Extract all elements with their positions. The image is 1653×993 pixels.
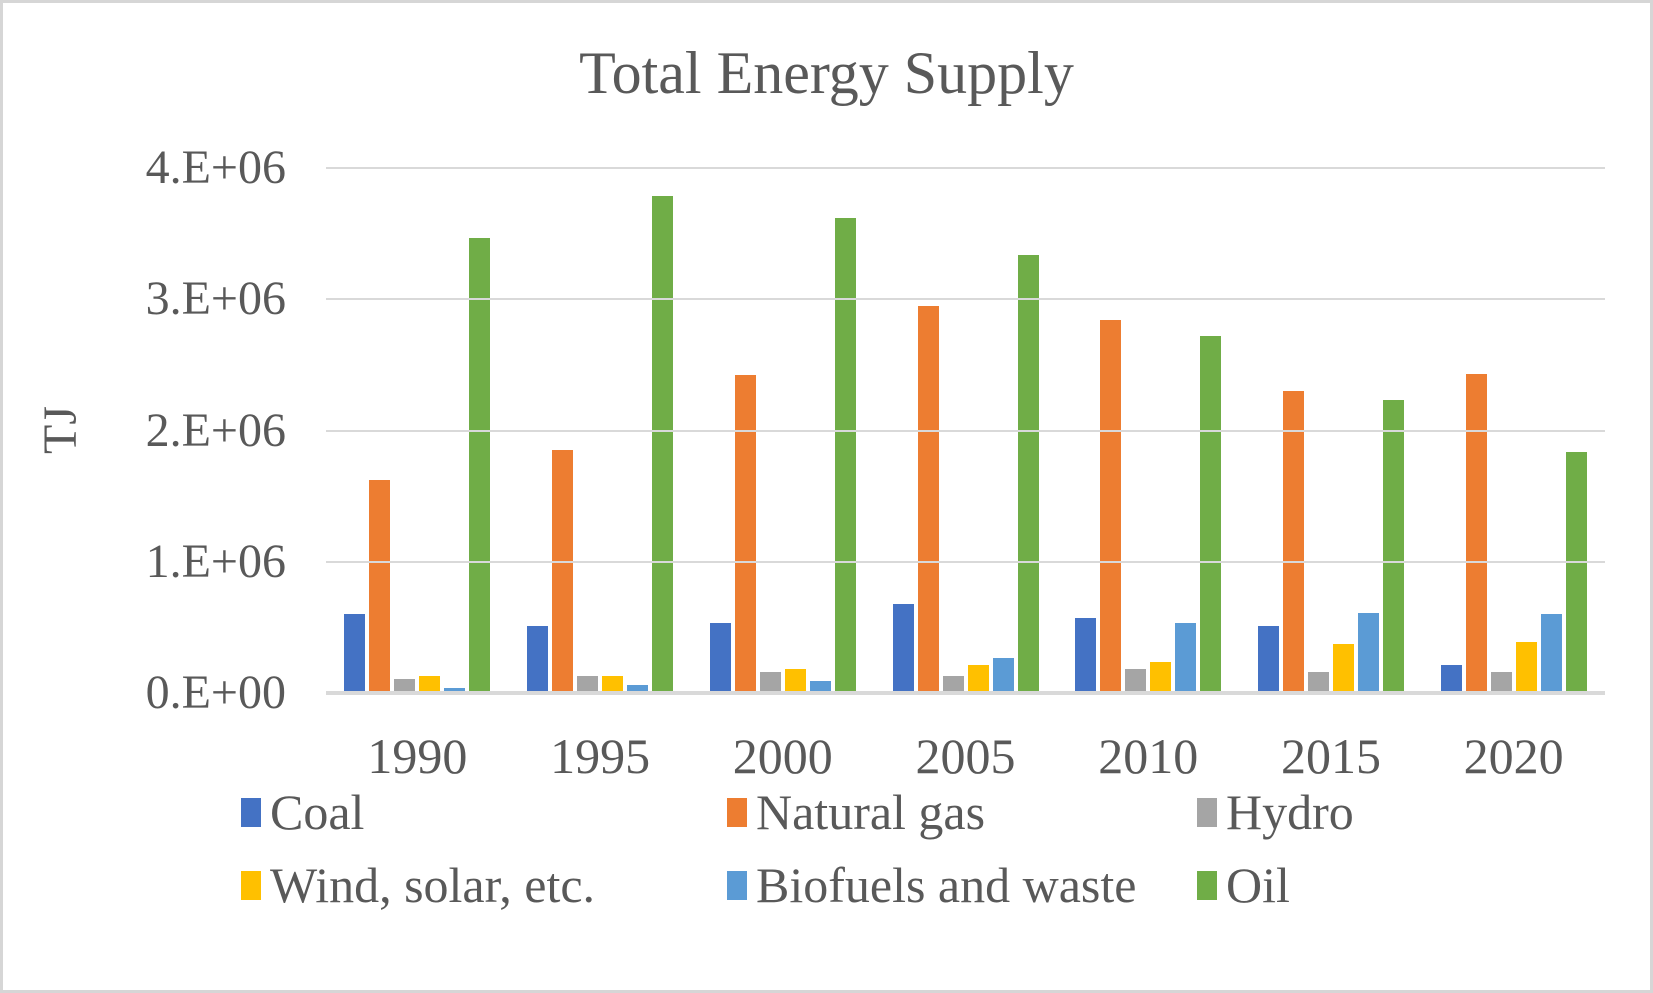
x-tick-label-1995: 1995 [550,728,651,784]
bar-wind-solar-etc-2010 [1150,661,1172,693]
legend-item-hydro: Hydro [1197,784,1354,840]
bar-natural-gas-1995 [552,450,574,693]
gridline [326,167,1605,169]
bar-biofuels-and-waste-2010 [1175,623,1197,693]
bar-natural-gas-2010 [1100,320,1122,693]
plot-area [326,167,1605,695]
legend-swatch-biofuels-and-waste [727,870,747,900]
legend-label-oil: Oil [1226,857,1290,913]
y-tick-label-1-e-06: 1.E+06 [145,534,286,588]
x-tick-label-2000: 2000 [732,728,833,784]
bar-natural-gas-2020 [1465,374,1487,693]
bar-groups [326,168,1605,693]
y-tick-label-4-e-06: 4.E+06 [145,141,286,194]
legend-item-oil: Oil [1197,857,1290,913]
x-tick-label-2015: 2015 [1280,728,1381,784]
bar-wind-solar-etc-2005 [967,665,989,693]
bar-hydro-1995 [577,675,599,693]
bar-coal-1995 [527,626,549,693]
bar-hydro-2015 [1307,672,1329,693]
x-tick-label-2010: 2010 [1098,728,1199,784]
bar-oil-2015 [1382,400,1404,693]
bar-coal-2020 [1440,665,1462,693]
legend-item-coal: Coal [241,784,364,840]
x-tick-label-2005: 2005 [915,728,1016,784]
legend-label-biofuels-and-waste: Biofuels and waste [756,857,1137,913]
gridline [326,429,1605,432]
bar-hydro-1990 [394,678,416,693]
bar-group-1995 [509,168,692,693]
bar-group-1990 [326,168,509,693]
bar-group-2015 [1240,168,1423,693]
bar-wind-solar-etc-2000 [784,669,806,693]
bar-natural-gas-2015 [1282,391,1304,693]
legend-item-biofuels-and-waste: Biofuels and waste [727,857,1136,913]
bar-biofuels-and-waste-1990 [444,687,466,693]
bar-wind-solar-etc-1995 [602,675,624,693]
legend-swatch-natural-gas [727,797,747,827]
gridline [326,298,1605,301]
legend-label-coal: Coal [270,784,365,840]
bar-group-2000 [691,168,874,693]
bar-wind-solar-etc-2015 [1332,644,1354,693]
legend-swatch-oil [1197,870,1217,900]
bar-natural-gas-1990 [369,480,391,693]
bar-biofuels-and-waste-1995 [627,685,649,693]
bar-oil-2010 [1200,336,1222,693]
bar-biofuels-and-waste-2015 [1357,612,1379,693]
legend-item-wind-solar-etc: Wind, solar, etc. [241,857,595,913]
bar-group-2020 [1422,168,1605,693]
bar-natural-gas-2000 [734,375,756,693]
bar-group-2005 [874,168,1057,693]
bar-hydro-2005 [942,675,964,693]
legend-swatch-hydro [1197,797,1217,827]
bar-coal-2000 [709,623,731,693]
legend-swatch-wind-solar-etc [241,870,261,900]
bar-biofuels-and-waste-2020 [1540,614,1562,693]
y-tick-label-0-e-00: 0.E+00 [145,666,286,719]
bar-hydro-2010 [1125,669,1147,693]
bar-group-2010 [1057,168,1240,693]
y-tick-label-3-e-06: 3.E+06 [145,272,286,326]
x-axis-labels: 1990 1995 2000 2005 2010 2015 2020 [326,729,1605,783]
bar-oil-2020 [1565,451,1587,693]
legend-label-wind-solar-etc: Wind, solar, etc. [270,857,596,913]
bar-coal-1990 [344,614,366,693]
bar-coal-2010 [1075,618,1097,693]
x-tick-label-2020: 2020 [1463,728,1564,784]
bar-oil-1990 [469,237,491,693]
bar-natural-gas-2005 [917,305,939,693]
bar-coal-2015 [1257,626,1279,693]
chart-title: Total Energy Supply [579,40,1074,106]
legend-item-natural-gas: Natural gas [727,784,985,840]
bar-oil-2005 [1017,254,1039,693]
legend-swatch-coal [241,797,261,827]
x-tick-label-1990: 1990 [367,728,468,784]
bar-biofuels-and-waste-2000 [809,681,831,693]
bar-wind-solar-etc-1990 [419,675,441,693]
bar-oil-1995 [652,195,674,693]
bar-coal-2005 [892,603,914,693]
bar-hydro-2020 [1490,672,1512,693]
x-axis-line [326,691,1605,695]
bar-wind-solar-etc-2020 [1515,641,1537,693]
gridline [326,560,1605,563]
legend-label-hydro: Hydro [1226,784,1354,840]
bar-biofuels-and-waste-2005 [992,657,1014,693]
legend-label-natural-gas: Natural gas [756,784,986,840]
bar-hydro-2000 [759,672,781,693]
bar-oil-2000 [834,217,856,693]
y-tick-label-2-e-06: 2.E+06 [145,403,286,457]
